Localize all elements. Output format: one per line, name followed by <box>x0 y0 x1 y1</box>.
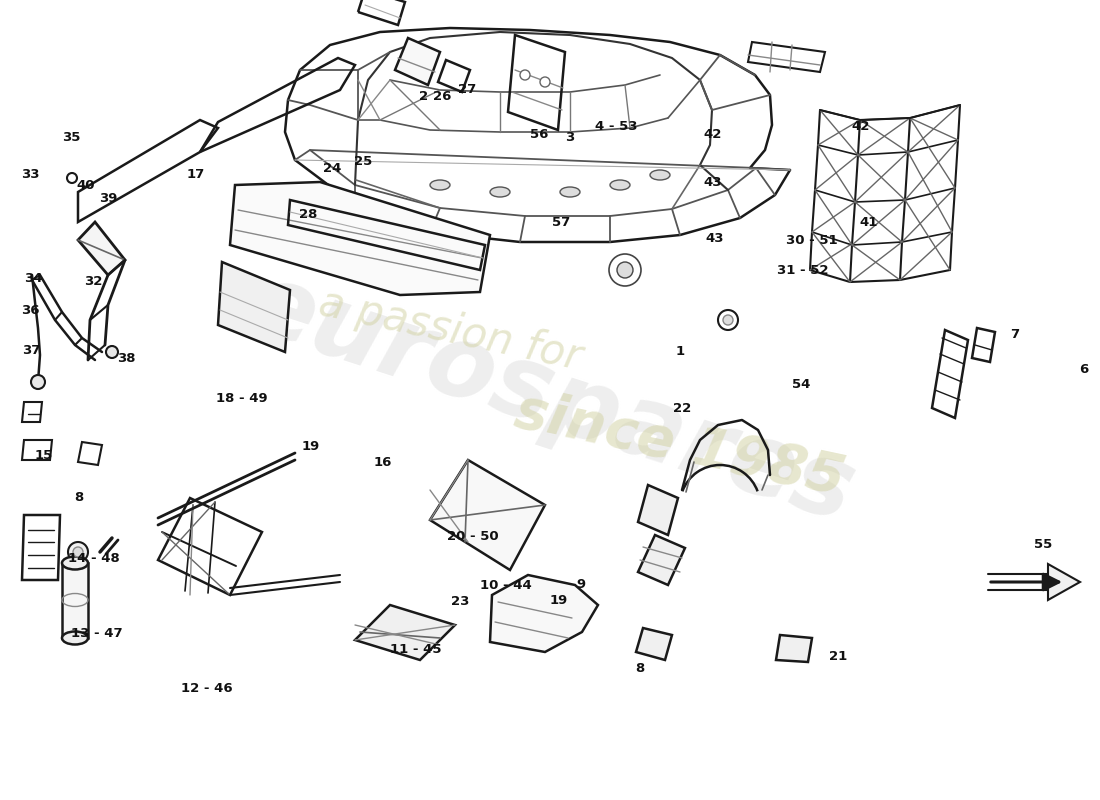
Circle shape <box>540 77 550 87</box>
Text: 42: 42 <box>851 120 869 133</box>
Text: 20 - 50: 20 - 50 <box>448 530 498 542</box>
Text: since 1985: since 1985 <box>510 384 850 506</box>
Circle shape <box>67 173 77 183</box>
Text: 57: 57 <box>552 216 570 229</box>
Text: 9: 9 <box>576 578 585 590</box>
Polygon shape <box>355 605 455 660</box>
Text: 32: 32 <box>85 275 102 288</box>
Polygon shape <box>395 38 440 85</box>
Text: 19: 19 <box>550 594 568 606</box>
Polygon shape <box>638 535 685 585</box>
Text: 28: 28 <box>299 208 317 221</box>
Text: 18 - 49: 18 - 49 <box>217 392 267 405</box>
Ellipse shape <box>430 180 450 190</box>
Polygon shape <box>230 182 490 295</box>
Text: 34: 34 <box>24 272 42 285</box>
Text: 33: 33 <box>22 168 40 181</box>
Polygon shape <box>490 575 598 652</box>
Text: 19: 19 <box>301 440 319 453</box>
Circle shape <box>609 254 641 286</box>
Text: 13 - 47: 13 - 47 <box>72 627 122 640</box>
Text: 11 - 45: 11 - 45 <box>390 643 441 656</box>
Text: 41: 41 <box>860 216 878 229</box>
Text: 38: 38 <box>118 352 135 365</box>
Circle shape <box>617 262 632 278</box>
Circle shape <box>723 315 733 325</box>
Text: 42: 42 <box>704 128 722 141</box>
Polygon shape <box>636 628 672 660</box>
Circle shape <box>68 542 88 562</box>
Text: 15: 15 <box>35 450 53 462</box>
Text: 2: 2 <box>419 90 428 102</box>
Text: 6: 6 <box>1079 363 1088 376</box>
Ellipse shape <box>610 180 630 190</box>
Polygon shape <box>218 262 290 352</box>
Text: 10 - 44: 10 - 44 <box>480 579 532 592</box>
Text: 3: 3 <box>565 131 574 144</box>
Text: 54: 54 <box>792 378 810 390</box>
Text: 14 - 48: 14 - 48 <box>67 552 120 565</box>
Circle shape <box>718 310 738 330</box>
Text: 23: 23 <box>451 595 469 608</box>
Polygon shape <box>430 460 544 570</box>
Text: 37: 37 <box>22 344 40 357</box>
Text: 40: 40 <box>77 179 95 192</box>
Polygon shape <box>776 635 812 662</box>
Text: 24: 24 <box>323 162 341 174</box>
Text: 43: 43 <box>706 232 724 245</box>
Circle shape <box>520 70 530 80</box>
Text: 30 - 51: 30 - 51 <box>786 234 837 246</box>
Text: 56: 56 <box>530 128 548 141</box>
Text: 12 - 46: 12 - 46 <box>182 682 232 694</box>
Text: eurospares: eurospares <box>234 256 866 544</box>
Text: 21: 21 <box>829 650 847 662</box>
Text: 55: 55 <box>1034 538 1052 550</box>
Polygon shape <box>78 222 125 275</box>
Text: 22: 22 <box>673 402 691 414</box>
Polygon shape <box>638 485 678 535</box>
Ellipse shape <box>490 187 510 197</box>
Circle shape <box>106 346 118 358</box>
Text: 8: 8 <box>75 491 84 504</box>
Ellipse shape <box>62 631 88 645</box>
Text: 36: 36 <box>22 304 40 317</box>
Text: 25: 25 <box>354 155 372 168</box>
Text: 8: 8 <box>636 662 645 674</box>
Text: 16: 16 <box>374 456 392 469</box>
Text: 17: 17 <box>187 168 205 181</box>
Ellipse shape <box>650 170 670 180</box>
Ellipse shape <box>62 557 88 570</box>
Text: 1: 1 <box>675 346 684 358</box>
Text: 4 - 53: 4 - 53 <box>595 120 637 133</box>
Text: 7: 7 <box>1010 328 1019 341</box>
Text: 35: 35 <box>63 131 80 144</box>
Text: 43: 43 <box>704 176 722 189</box>
Bar <box>62 563 88 638</box>
Text: 26: 26 <box>433 90 451 102</box>
Circle shape <box>31 375 45 389</box>
Circle shape <box>73 547 82 557</box>
Text: 27: 27 <box>459 83 476 96</box>
Text: 39: 39 <box>99 192 117 205</box>
Ellipse shape <box>560 187 580 197</box>
Text: 31 - 52: 31 - 52 <box>778 264 828 277</box>
Polygon shape <box>1048 564 1080 600</box>
Text: a passion for: a passion for <box>315 282 585 378</box>
